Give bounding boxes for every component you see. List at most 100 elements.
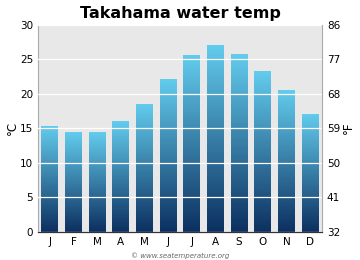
Bar [65, 177, 82, 178]
Bar [278, 211, 295, 212]
Bar [89, 211, 106, 212]
Bar [254, 115, 271, 116]
Bar [278, 182, 295, 183]
Bar [89, 188, 106, 189]
Bar [183, 231, 201, 232]
Bar [136, 159, 153, 160]
Bar [112, 135, 129, 136]
Bar [183, 174, 201, 175]
Bar [183, 163, 201, 164]
Bar [41, 197, 58, 198]
Bar [302, 196, 319, 197]
Bar [112, 192, 129, 193]
Bar [65, 211, 82, 212]
Bar [231, 133, 248, 134]
Bar [89, 143, 106, 144]
Bar [112, 129, 129, 130]
Bar [278, 230, 295, 231]
Bar [254, 155, 271, 156]
Bar [159, 160, 177, 161]
Bar [231, 62, 248, 63]
Bar [254, 120, 271, 121]
Bar [207, 127, 224, 128]
Bar [302, 164, 319, 165]
Bar [278, 224, 295, 225]
Bar [159, 217, 177, 218]
Bar [112, 155, 129, 156]
Bar [41, 133, 58, 134]
Bar [207, 155, 224, 156]
Bar [89, 206, 106, 207]
Bar [159, 131, 177, 132]
Bar [41, 160, 58, 161]
Bar [231, 173, 248, 174]
Bar [231, 76, 248, 77]
Bar [65, 149, 82, 150]
Bar [41, 229, 58, 230]
Bar [136, 160, 153, 161]
Bar [183, 98, 201, 99]
Bar [159, 91, 177, 92]
Bar [65, 155, 82, 156]
Bar [41, 227, 58, 228]
Bar [159, 200, 177, 201]
Bar [159, 167, 177, 168]
Bar [231, 124, 248, 125]
Bar [278, 97, 295, 98]
Bar [254, 105, 271, 106]
Bar [231, 105, 248, 106]
Bar [207, 214, 224, 215]
Bar [207, 45, 224, 46]
Bar [159, 202, 177, 203]
Bar [278, 202, 295, 203]
Bar [183, 138, 201, 139]
Bar [136, 164, 153, 165]
Bar [183, 147, 201, 148]
Bar [136, 157, 153, 158]
Bar [65, 133, 82, 134]
Bar [112, 189, 129, 190]
Bar [254, 202, 271, 203]
Bar [41, 206, 58, 207]
Bar [207, 57, 224, 58]
Bar [159, 104, 177, 105]
Bar [65, 182, 82, 183]
Bar [207, 78, 224, 79]
Bar [302, 195, 319, 196]
Bar [183, 79, 201, 80]
Bar [254, 213, 271, 214]
Bar [231, 215, 248, 216]
Bar [112, 173, 129, 174]
Bar [89, 204, 106, 205]
Bar [65, 151, 82, 152]
Bar [207, 56, 224, 57]
Bar [207, 180, 224, 181]
Bar [89, 196, 106, 197]
Bar [183, 117, 201, 118]
Bar [183, 217, 201, 218]
Bar [278, 119, 295, 120]
Bar [302, 185, 319, 186]
Bar [207, 197, 224, 198]
Bar [89, 154, 106, 155]
Bar [231, 59, 248, 60]
Bar [41, 143, 58, 144]
Bar [231, 222, 248, 223]
Bar [254, 167, 271, 168]
Bar [231, 120, 248, 121]
Bar [278, 214, 295, 215]
Bar [159, 138, 177, 139]
Bar [207, 76, 224, 77]
Bar [159, 108, 177, 109]
Bar [183, 154, 201, 155]
Bar [65, 178, 82, 179]
Bar [136, 230, 153, 231]
Bar [231, 231, 248, 232]
Bar [231, 143, 248, 144]
Bar [207, 53, 224, 54]
Bar [136, 129, 153, 130]
Bar [183, 190, 201, 191]
Bar [183, 213, 201, 214]
Bar [207, 55, 224, 56]
Bar [41, 230, 58, 231]
